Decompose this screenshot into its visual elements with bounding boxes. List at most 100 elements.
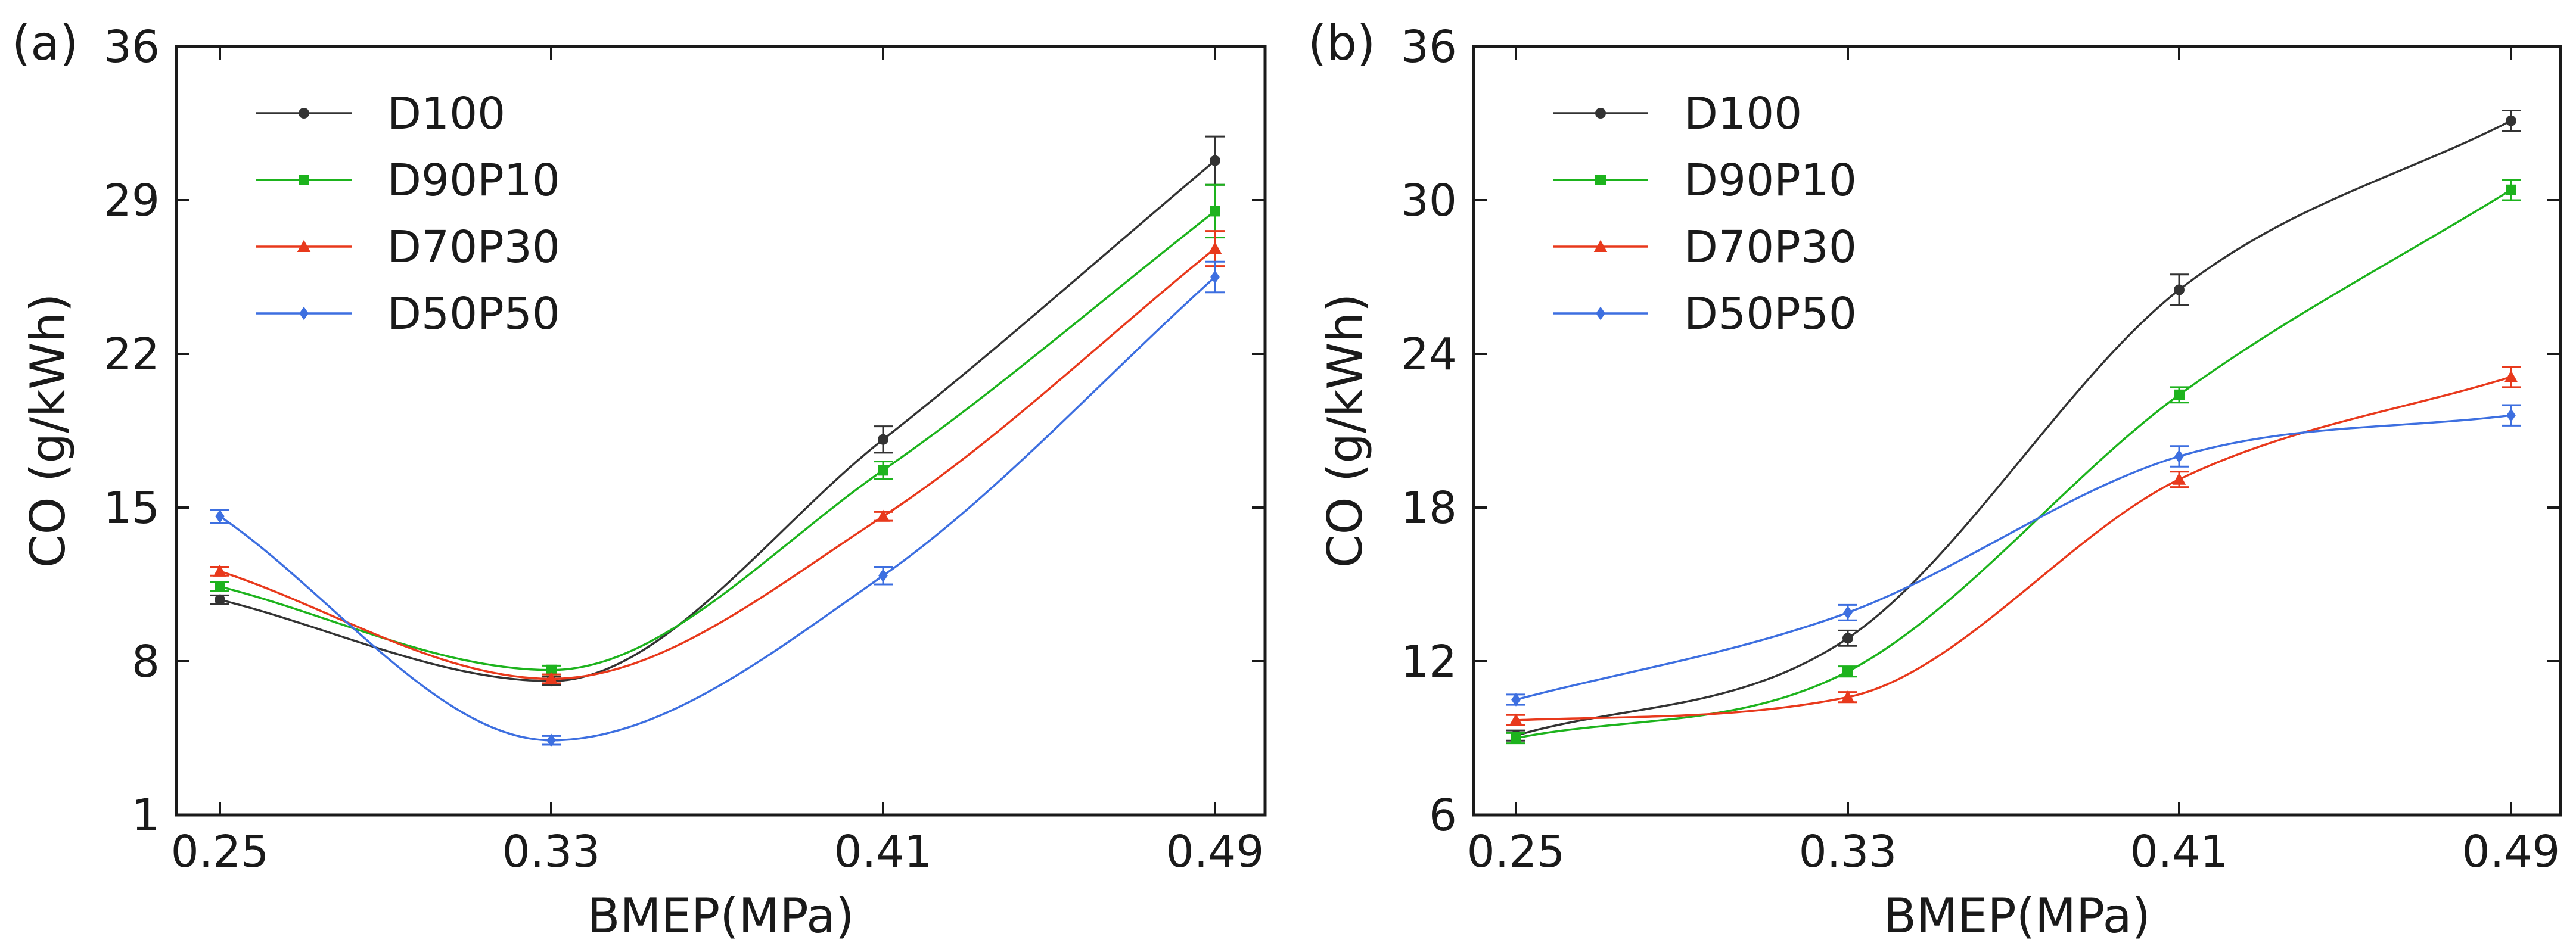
- y-tick-label: 24: [1401, 329, 1457, 380]
- y-tick-label: 18: [1401, 483, 1457, 534]
- series-line: [219, 210, 1216, 671]
- series-line: [219, 276, 1216, 742]
- legend-label: D100: [387, 88, 505, 139]
- data-point: [1210, 155, 1220, 166]
- series-d100: [1506, 110, 2521, 742]
- legend-marker: [1595, 108, 1606, 119]
- data-point: [2174, 284, 2185, 295]
- series-d50p50: [210, 260, 1225, 747]
- chart-panel-a: (a) 1 8 15 22 29 36 0.25 0.33 0.41 0.49 BMEP(MPa) CO…: [12, 15, 1267, 944]
- data-point: [1210, 270, 1220, 284]
- y-tick-label: 36: [1401, 21, 1457, 73]
- y-tick-label: 15: [104, 483, 160, 534]
- data-point: [2506, 115, 2516, 126]
- data-point: [544, 672, 558, 684]
- legend-label: D70P30: [387, 222, 560, 273]
- legend-entry: D90P10: [1553, 155, 1857, 206]
- legend-marker: [1595, 175, 1606, 185]
- panel-label: (b): [1308, 15, 1375, 71]
- series-line: [219, 160, 1216, 682]
- plot-frame: [175, 45, 1267, 817]
- series-d90p10: [1506, 179, 2521, 745]
- legend-label: D50P50: [387, 288, 560, 340]
- plot-frame: [1472, 45, 2562, 817]
- legend-entry: D100: [1553, 88, 1802, 139]
- y-axis-title: CO (g/kWh): [20, 294, 76, 568]
- x-axis-title: BMEP(MPa): [1884, 888, 2151, 944]
- legend-entry: D50P50: [256, 288, 560, 340]
- series-line: [1515, 376, 2512, 721]
- x-tick-label: 0.33: [1799, 826, 1897, 878]
- data-point: [546, 664, 557, 676]
- legend-label: D50P50: [1684, 288, 1857, 340]
- legend-entry: D70P30: [256, 222, 560, 273]
- data-point: [1843, 606, 1853, 620]
- data-point: [1841, 690, 1855, 703]
- data-point: [1842, 666, 1853, 677]
- legend-marker: [299, 108, 309, 119]
- data-point: [1842, 633, 1853, 644]
- y-tick-label: 22: [104, 329, 160, 380]
- legend-marker: [297, 239, 311, 252]
- data-point: [546, 733, 556, 747]
- x-tick-label: 0.49: [2462, 826, 2561, 878]
- x-axis-title: BMEP(MPa): [588, 888, 854, 944]
- data-point: [1509, 713, 1523, 726]
- data-point: [1210, 206, 1220, 217]
- series-d90p10: [210, 183, 1225, 676]
- legend-entry: D90P10: [256, 155, 560, 206]
- data-point: [878, 465, 888, 476]
- data-point: [215, 594, 225, 605]
- series-line: [219, 247, 1216, 680]
- legend-marker: [1596, 306, 1605, 321]
- y-tick-label: 36: [104, 21, 160, 73]
- series-d50p50: [1506, 404, 2521, 707]
- series-d70p30: [210, 230, 1225, 684]
- x-tick-label: 0.25: [1467, 826, 1565, 878]
- y-tick-label: 12: [1401, 636, 1457, 687]
- y-tick-label: 1: [132, 790, 160, 841]
- y-tick-label: 6: [1429, 790, 1457, 841]
- x-tick-label: 0.41: [2130, 826, 2229, 878]
- data-point: [1511, 693, 1521, 707]
- legend-marker: [299, 306, 309, 321]
- y-tick-label: 8: [132, 636, 160, 687]
- x-tick-label: 0.49: [1166, 826, 1264, 878]
- data-point: [213, 564, 227, 577]
- legend-label: D90P10: [387, 155, 560, 206]
- data-point: [2504, 370, 2518, 382]
- series-d70p30: [1506, 366, 2521, 726]
- panel-label: (a): [12, 15, 78, 71]
- data-point: [1208, 241, 1222, 254]
- legend-entry: D70P30: [1553, 222, 1857, 273]
- data-point: [1511, 733, 1521, 743]
- legend-label: D70P30: [1684, 222, 1857, 273]
- legend-entry: D50P50: [1553, 288, 1857, 340]
- data-point: [2174, 449, 2184, 463]
- data-point: [876, 509, 890, 522]
- legend-label: D90P10: [1684, 155, 1857, 206]
- legend-marker: [299, 175, 309, 185]
- x-tick-label: 0.33: [502, 826, 601, 878]
- series-line: [1515, 414, 2512, 701]
- data-point: [2506, 408, 2516, 422]
- data-point: [878, 434, 888, 445]
- data-point: [2506, 184, 2516, 195]
- data-point: [215, 509, 225, 523]
- series-line: [1515, 120, 2512, 737]
- series-line: [1515, 189, 2512, 739]
- y-axis-title: CO (g/kWh): [1317, 294, 1373, 568]
- x-tick-label: 0.41: [834, 826, 933, 878]
- legend-label: D100: [1684, 88, 1802, 139]
- chart-panel-b: (b) 6 12 18 24 30 36 0.25 0.33 0.41 0.49 BMEP(MPa) C…: [1308, 15, 2562, 944]
- data-point: [878, 569, 888, 583]
- data-point: [2174, 389, 2185, 400]
- x-tick-label: 0.25: [171, 826, 269, 878]
- data-point: [215, 581, 225, 592]
- data-point: [2172, 472, 2186, 485]
- y-tick-label: 29: [104, 175, 160, 226]
- legend-entry: D100: [256, 88, 505, 139]
- legend-marker: [1593, 239, 1608, 252]
- y-tick-label: 30: [1401, 175, 1457, 226]
